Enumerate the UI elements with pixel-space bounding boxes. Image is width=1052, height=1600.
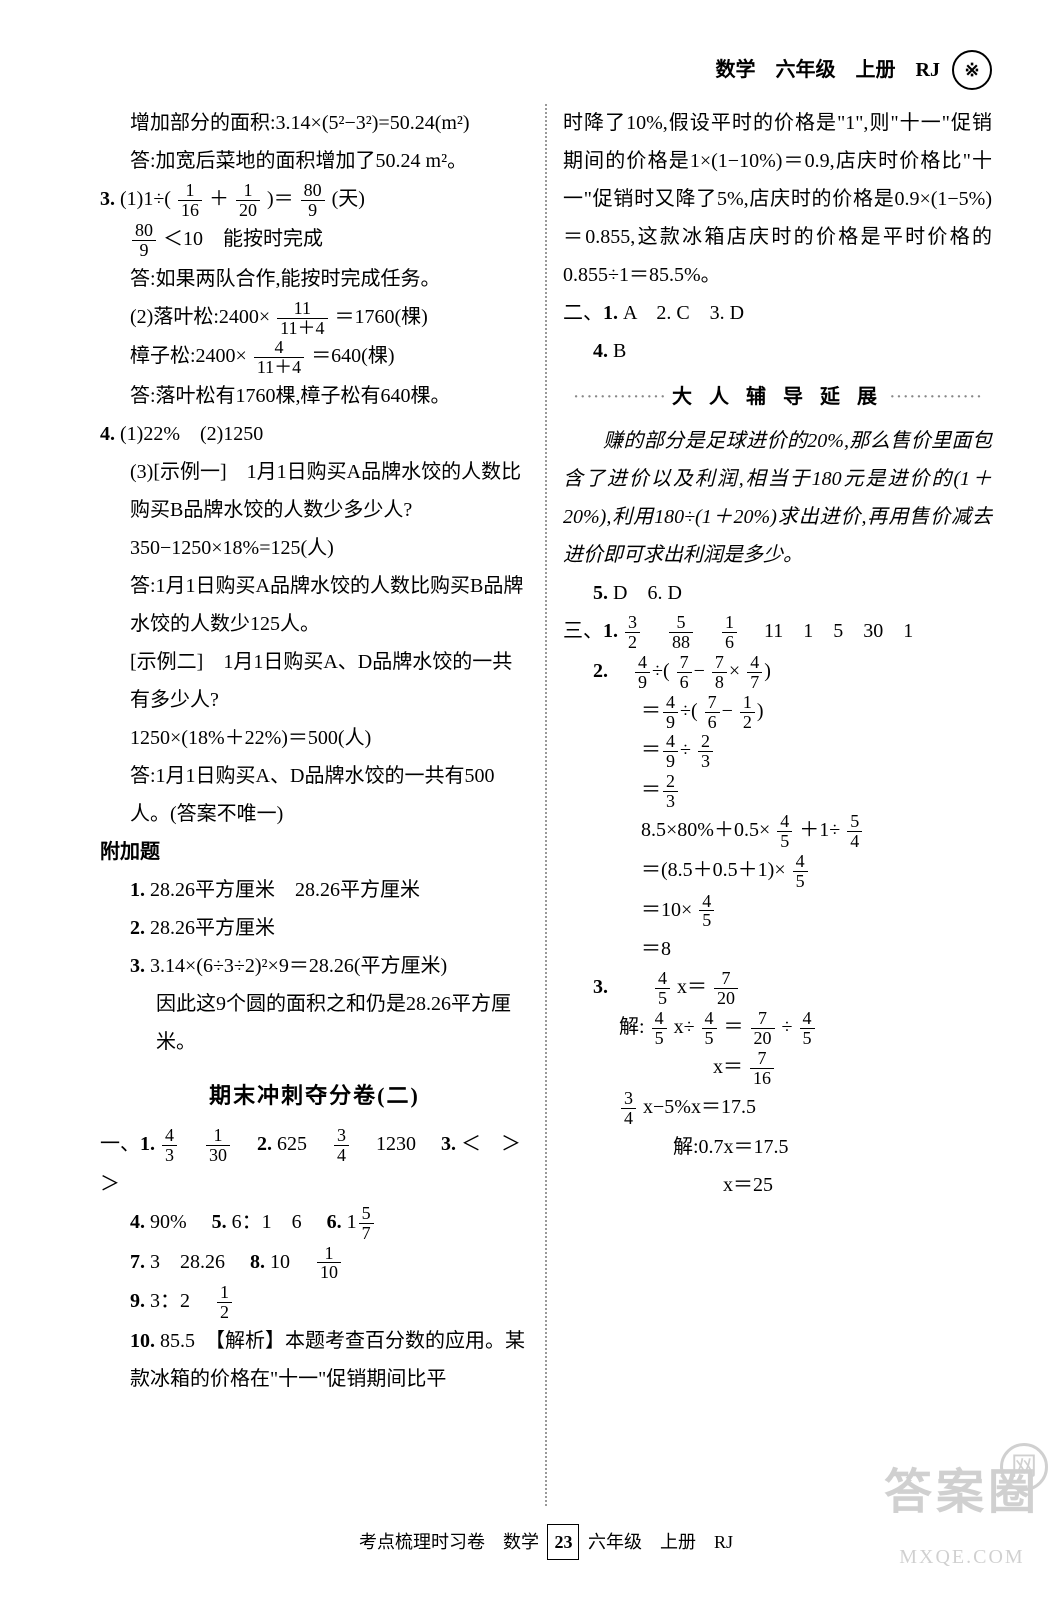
row: ＝10× 45 <box>563 891 992 931</box>
text: 答:如果两队合作,能按时完成任务。 <box>100 260 529 298</box>
section-title: 期末冲刺夺分卷(二) <box>100 1075 529 1117</box>
row: 8.5×80%＋0.5× 45 ＋1÷ 54 <box>563 811 992 851</box>
seal-icon <box>952 50 992 90</box>
row: 5. D 6. D <box>563 574 992 612</box>
watermark: 网 答案圈 MXQE.COM <box>884 1447 1040 1576</box>
text: 1. 28.26平方厘米 28.26平方厘米 <box>100 871 529 909</box>
q3-1: 3. (1)1÷( 116 ＋ 120 )＝ 809 (天) <box>100 180 529 220</box>
text: 答:落叶松有1760棵,樟子松有640棵。 <box>100 377 529 415</box>
row: x＝25 <box>563 1166 992 1204</box>
tutor-text: 赚的部分是足球进价的20%,那么售价里面包含了进价以及利润,相当于180元是进价… <box>563 422 992 574</box>
watermark-url: MXQE.COM <box>884 1538 1040 1576</box>
row: 二、1. A 2. C 3. D <box>563 294 992 332</box>
row: ＝49÷ 23 <box>563 731 992 771</box>
q4: 4. (1)22% (2)1250 <box>100 415 529 453</box>
text: 答:加宽后菜地的面积增加了50.24 m²。 <box>100 142 529 180</box>
row: 7. 3 28.26 8. 10 110 <box>100 1243 529 1283</box>
footer-right: 六年级 上册 RJ <box>588 1532 733 1552</box>
text: 1250×(18%＋22%)＝500(人) <box>100 719 529 757</box>
row: 4. B <box>563 332 992 370</box>
content-columns: 增加部分的面积:3.14×(5²−3²)=50.24(m²) 答:加宽后菜地的面… <box>100 104 992 1506</box>
watermark-circle-icon: 网 <box>1000 1443 1048 1491</box>
row: 解:0.7x＝17.5 <box>563 1128 992 1166</box>
text: 809 ＜10 能按时完成 <box>100 220 529 260</box>
extra-heading: 附加题 <box>100 833 529 871</box>
row: x＝ 716 <box>563 1048 992 1088</box>
tutor-heading: 大 人 辅 导 延 展 <box>563 378 992 416</box>
row: ＝49÷( 76− 12) <box>563 692 992 732</box>
row: 2. 49÷( 76− 78× 47) <box>563 652 992 692</box>
text: 樟子松:2400× 411＋4 ＝640(棵) <box>100 337 529 377</box>
text: 时降了10%,假设平时的价格是"1",则"十一"促销期间的价格是1×(1−10%… <box>563 104 992 294</box>
row: ＝(8.5＋0.5＋1)× 45 <box>563 851 992 891</box>
text: 2. 28.26平方厘米 <box>100 909 529 947</box>
page-footer: 考点梳理时习卷 数学 23 六年级 上册 RJ <box>100 1506 992 1560</box>
page-number: 23 <box>547 1524 579 1560</box>
left-column: 增加部分的面积:3.14×(5²−3²)=50.24(m²) 答:加宽后菜地的面… <box>100 104 545 1506</box>
text: 增加部分的面积:3.14×(5²−3²)=50.24(m²) <box>100 104 529 142</box>
row: 三、1. 32 588 16 11 1 5 30 1 <box>563 612 992 652</box>
text: 答:1月1日购买A、D品牌水饺的一共有500人。(答案不唯一) <box>100 757 529 833</box>
row: ＝8 <box>563 930 992 968</box>
row: 解: 45 x÷ 45 ＝ 720 ÷ 45 <box>563 1008 992 1048</box>
text: 答:1月1日购买A品牌水饺的人数比购买B品牌水饺的人数少125人。 <box>100 567 529 643</box>
header-text: 数学 六年级 上册 RJ <box>716 51 940 89</box>
row: 10. 85.5 【解析】本题考查百分数的应用。某款冰箱的价格在"十一"促销期间… <box>100 1322 529 1398</box>
row: 9. 3：2 12 <box>100 1282 529 1322</box>
row: 一、1. 43 130 2. 625 34 1230 3. ＜ ＞ ＞ <box>100 1125 529 1203</box>
text: 3. 3.14×(6÷3÷2)²×9＝28.26(平方厘米) <box>100 947 529 985</box>
text: (2)落叶松:2400× 1111＋4 ＝1760(棵) <box>100 298 529 338</box>
text: 因此这9个圆的面积之和仍是28.26平方厘米。 <box>100 985 529 1061</box>
row: 34 x−5%x＝17.5 <box>563 1088 992 1128</box>
text: 350−1250×18%=125(人) <box>100 529 529 567</box>
text: (3)[示例一] 1月1日购买A品牌水饺的人数比购买B品牌水饺的人数少多少人? <box>100 453 529 529</box>
row: ＝23 <box>563 771 992 811</box>
text: [示例二] 1月1日购买A、D品牌水饺的一共有多少人? <box>100 643 529 719</box>
row: 3. 45 x＝ 720 <box>563 968 992 1008</box>
right-column: 时降了10%,假设平时的价格是"1",则"十一"促销期间的价格是1×(1−10%… <box>547 104 992 1506</box>
footer-left: 考点梳理时习卷 数学 <box>359 1532 539 1552</box>
page: 数学 六年级 上册 RJ 增加部分的面积:3.14×(5²−3²)=50.24(… <box>0 0 1052 1600</box>
page-header: 数学 六年级 上册 RJ <box>100 50 992 90</box>
row: 4. 90% 5. 6：1 6 6. 157 <box>100 1203 529 1243</box>
